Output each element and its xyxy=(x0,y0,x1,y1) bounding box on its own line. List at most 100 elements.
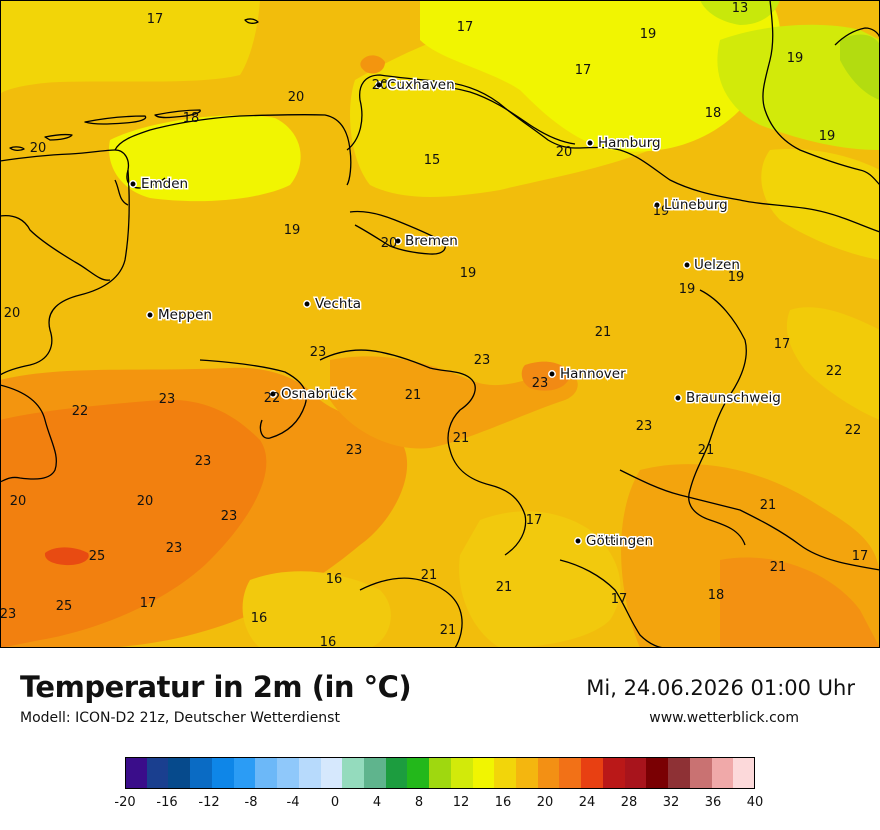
temperature-value: 20 xyxy=(381,236,398,251)
color-scale-swatch xyxy=(494,757,517,789)
city-dot-hannover xyxy=(548,370,556,378)
color-scale-tick-label: -12 xyxy=(198,795,220,810)
cool-zone-goettingen xyxy=(459,511,621,648)
temperature-value: 25 xyxy=(56,599,73,614)
cool-zone-northeast xyxy=(717,24,880,150)
hot-spot-25 xyxy=(44,547,89,566)
color-scale-swatch xyxy=(190,757,213,789)
temperature-value: 20 xyxy=(30,141,47,156)
color-scale-swatch xyxy=(472,757,495,789)
color-scale-swatch xyxy=(581,757,604,789)
temperature-value: 17 xyxy=(575,63,592,78)
city-dot-bremen xyxy=(394,237,402,245)
cuxhaven-warm-spot xyxy=(360,55,385,74)
color-scale-swatch xyxy=(429,757,452,789)
color-scale-tick-label: 0 xyxy=(330,795,340,810)
temperature-value: 23 xyxy=(636,419,653,434)
temperature-value: 17 xyxy=(147,12,164,27)
color-scale-tick-label: -4 xyxy=(286,795,300,810)
color-scale-swatch xyxy=(363,757,387,789)
island-4 xyxy=(9,146,25,152)
temperature-value: 23 xyxy=(221,509,238,524)
city-label: Uelzen xyxy=(694,257,740,273)
cool-zone-elbe-2 xyxy=(420,0,780,152)
map-title: Temperatur in 2m (in °C) xyxy=(20,670,412,704)
temperature-value: 22 xyxy=(72,404,89,419)
harz-border xyxy=(619,469,880,571)
dollart xyxy=(114,179,129,206)
temperature-value: 21 xyxy=(770,560,787,575)
temperature-value: 23 xyxy=(166,541,183,556)
cool-zone-northeast-2 xyxy=(840,34,880,100)
city-label: Vechta xyxy=(315,296,361,312)
temperature-value: 17 xyxy=(457,20,474,35)
temperature-value: 16 xyxy=(326,572,343,587)
nl-border xyxy=(0,169,130,376)
temperature-value: 21 xyxy=(421,568,438,583)
city-dot-hamburg xyxy=(586,139,594,147)
temperature-value: 19 xyxy=(679,282,696,297)
temperature-value: 17 xyxy=(611,592,628,607)
temperature-value: 23 xyxy=(346,443,363,458)
island-5 xyxy=(244,18,259,24)
temperature-value: 19 xyxy=(728,270,745,285)
forecast-datetime: Mi, 24.06.2026 01:00 Uhr xyxy=(586,676,855,700)
temperature-value: 23 xyxy=(0,607,16,622)
temperature-value: 19 xyxy=(787,51,804,66)
city-label: Hamburg xyxy=(598,135,661,151)
city-dot-vechta xyxy=(303,300,311,308)
color-scale-tick-label: 32 xyxy=(662,795,680,810)
temperature-value: 21 xyxy=(595,325,612,340)
city-dot-cuxhaven xyxy=(375,81,383,89)
city-label: Braunschweig xyxy=(686,390,781,406)
color-scale-swatch xyxy=(450,757,474,789)
color-scale-swatch xyxy=(233,757,256,789)
website-link[interactable]: www.wetterblick.com xyxy=(649,710,799,726)
temperature-value: 22 xyxy=(826,364,843,379)
city-label: Osnabrück xyxy=(281,386,354,402)
cool-zone-13 xyxy=(700,0,780,25)
color-scale-swatch xyxy=(342,757,365,789)
color-scale-tick-label: 4 xyxy=(372,795,382,810)
city-label: Hannover xyxy=(560,366,626,382)
temperature-value: 20 xyxy=(600,533,617,548)
color-scale-swatch xyxy=(646,757,669,789)
temperature-value: 25 xyxy=(89,549,106,564)
color-scale-swatch xyxy=(385,757,408,789)
temperature-value: 23 xyxy=(195,454,212,469)
temperature-value: 21 xyxy=(760,498,777,513)
city-label: Meppen xyxy=(158,307,212,323)
color-scale-tick-label: -8 xyxy=(244,795,258,810)
city-dot-goettingen xyxy=(574,537,582,545)
color-scale-tick-label: 20 xyxy=(536,795,554,810)
color-scale-tick-label: 12 xyxy=(452,795,470,810)
temperature-value: 18 xyxy=(183,111,200,126)
color-scale-swatch xyxy=(211,757,235,789)
temperature-labels: 17 13 17 19 17 19 20 20 18 18 19 20 15 20 19 19 20 19 19 20… xyxy=(0,1,868,648)
weser-river xyxy=(346,74,880,233)
warm-zone-southwest-2 xyxy=(0,399,267,648)
color-scale-tick-label: 8 xyxy=(414,795,424,810)
cool-zone-north xyxy=(0,0,260,95)
temperature-value: 19 xyxy=(284,223,301,238)
warm-zone-southeast-2 xyxy=(720,557,880,648)
temperature-value: 17 xyxy=(140,596,157,611)
city-dot-braunschweig xyxy=(674,394,682,402)
temperature-value: 21 xyxy=(405,388,422,403)
color-scale-swatch xyxy=(146,757,169,789)
temperature-value: 17 xyxy=(774,337,791,352)
city-dot-lueneburg xyxy=(653,201,661,209)
temperature-value: 16 xyxy=(251,611,268,626)
temperature-value: 18 xyxy=(705,106,722,121)
temperature-value: 21 xyxy=(698,443,715,458)
city-label: Lüneburg xyxy=(664,197,728,213)
state-border-east xyxy=(688,289,747,546)
temperature-value: 21 xyxy=(453,431,470,446)
cool-zone-emden xyxy=(109,115,301,202)
cool-zone-south xyxy=(242,571,391,648)
color-scale-swatch xyxy=(298,757,321,789)
temperature-value: 23 xyxy=(310,345,327,360)
temperature-map: 17 13 17 19 17 19 20 20 18 18 19 20 15 20 19 19 20 19 19 20… xyxy=(0,0,880,648)
ne-coast xyxy=(834,27,880,46)
city-dot-uelzen xyxy=(683,261,691,269)
